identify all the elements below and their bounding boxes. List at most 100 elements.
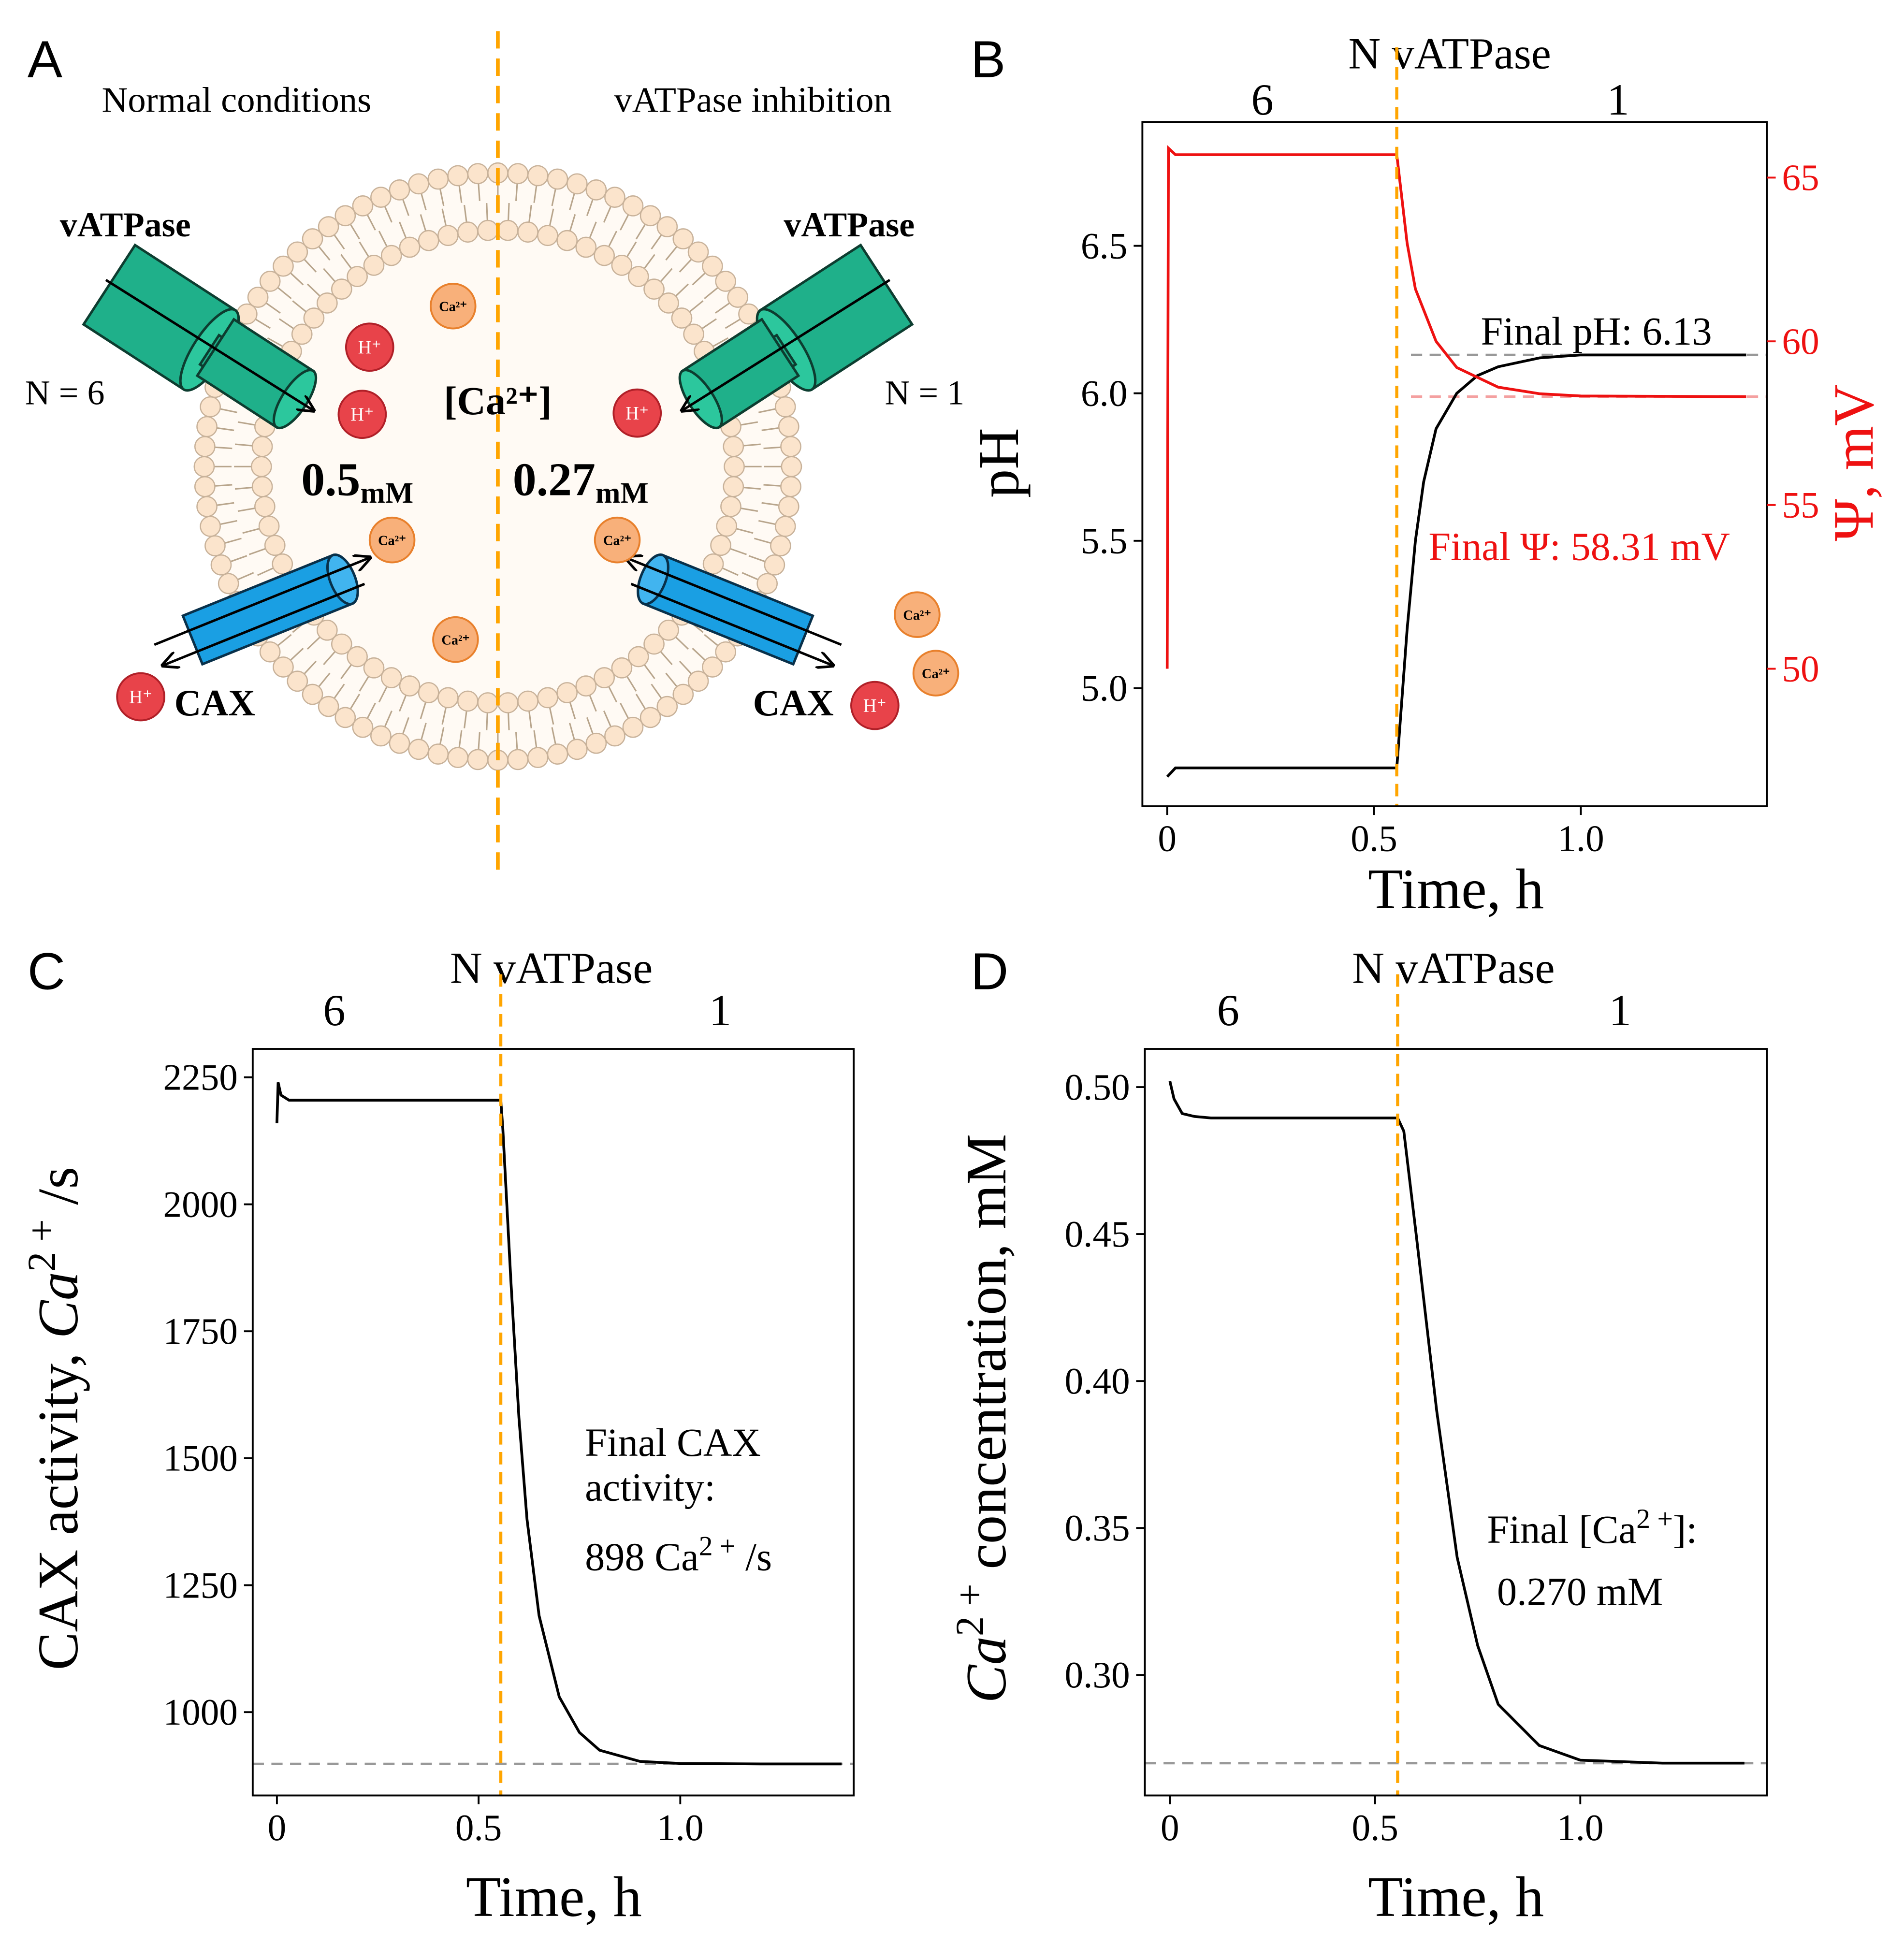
lipid-head (622, 195, 644, 217)
lipid-head (352, 195, 374, 217)
y-tick-label: 2000 (163, 1183, 237, 1225)
lipid-head (273, 656, 294, 678)
chart-title: N vATPase (1348, 29, 1551, 79)
text-part: Ca (954, 1636, 1018, 1703)
lipid-head (527, 747, 549, 769)
conc-left: 0.5mM (301, 454, 413, 509)
y2-tick-label: 50 (1782, 648, 1819, 689)
lipid-head (194, 436, 216, 457)
lipid-head (627, 266, 649, 287)
lipid-head (250, 456, 272, 478)
ion (116, 672, 165, 722)
lipid-head (247, 287, 269, 308)
ion-label: H⁺ (358, 337, 381, 358)
y-tick-label: 0.50 (1064, 1066, 1130, 1108)
lipid-head (566, 173, 588, 195)
lipid-head (575, 675, 597, 697)
lipid-head (389, 179, 410, 201)
ion (429, 282, 477, 330)
lipid-head (399, 236, 421, 258)
lipid-head (210, 554, 232, 576)
data-line (1168, 1081, 1744, 1765)
lipid-head (724, 456, 745, 478)
lipid-head (418, 682, 439, 703)
ion (432, 616, 479, 663)
lipid-head (457, 690, 479, 712)
lipid-head (497, 692, 519, 713)
lipid-head (643, 278, 665, 300)
text-part: CAX activity, (26, 1338, 90, 1670)
ion (337, 390, 387, 439)
cax-label: CAX (174, 682, 255, 724)
lipid-head (380, 667, 402, 688)
y2-axis-label: Ψ, mV (1821, 385, 1885, 541)
center-label: [Ca²⁺] (444, 379, 552, 423)
lipid-head (778, 416, 799, 437)
y-tick-label: 1250 (163, 1564, 237, 1606)
lipid-head (196, 416, 218, 437)
text-part: 2 + (947, 1583, 992, 1636)
top-tick-label: 1 (709, 986, 731, 1035)
lipid-head (672, 683, 694, 705)
lipid-head (778, 496, 799, 517)
lipid-head (204, 535, 226, 557)
lipid-head (702, 553, 724, 575)
lipid-head (656, 696, 678, 717)
y-tick-label: 0.35 (1064, 1507, 1130, 1549)
plot-frame (251, 1048, 855, 1797)
y-tick-label: 6.5 (1081, 225, 1128, 266)
lipid-head (774, 396, 796, 418)
lipid-head (710, 535, 731, 556)
y2-tick-label: 60 (1782, 320, 1819, 362)
y-tick-label: 1750 (163, 1310, 237, 1352)
lipid-head (780, 436, 801, 457)
lipid-head (477, 219, 499, 241)
lipid-head (318, 696, 339, 717)
lipid-head (715, 271, 737, 292)
text-part: Ca (26, 1272, 90, 1338)
ion-label: H⁺ (625, 403, 649, 423)
lipid-head (658, 292, 679, 314)
lipid-head (720, 496, 741, 517)
panel-letter: B (971, 30, 1005, 88)
lipid-head (467, 749, 489, 770)
lipid-head (527, 165, 549, 187)
lipid-head (671, 307, 693, 329)
cax-left (154, 553, 384, 679)
lipid-head (774, 516, 796, 537)
lipid-head (236, 303, 258, 325)
lipid-head (259, 271, 281, 292)
text-part: Final CAX (585, 1421, 761, 1465)
top-tick-label: 1 (1607, 75, 1629, 125)
text-part: ]: (1673, 1508, 1697, 1552)
annotation: 898 Ca2 + /s (585, 1531, 772, 1579)
chart-title: N vATPase (450, 944, 653, 993)
panel-letter: A (28, 30, 62, 88)
lipid-head (408, 739, 429, 760)
y-tick-label: 0.45 (1064, 1213, 1130, 1255)
y-tick-label: 0.30 (1064, 1654, 1130, 1696)
lipid-head (687, 670, 709, 692)
lipid-head (389, 732, 410, 754)
ion-label: H⁺ (129, 687, 152, 707)
lipid-head (287, 670, 308, 692)
lipid-head (643, 633, 665, 655)
lipid-head (497, 219, 519, 241)
x-tick-label: 0.5 (1351, 818, 1397, 859)
x-axis-label: Time, h (466, 1865, 642, 1929)
lipid-head (517, 690, 538, 712)
x-axis-label: Time, h (1368, 857, 1544, 921)
ion-label: H⁺ (863, 696, 887, 716)
lipid-head (507, 163, 529, 185)
panel-letter: D (971, 942, 1008, 1000)
annotation: 0.270 mM (1497, 1570, 1663, 1614)
x-tick-label: 0 (1158, 818, 1177, 859)
text-part: 2 + (699, 1531, 736, 1561)
lipid-head (656, 216, 678, 237)
top-tick-label: 6 (1217, 986, 1239, 1035)
cax-label: CAX (753, 682, 834, 724)
lipid-head (756, 573, 778, 595)
lipid-head (331, 278, 352, 300)
